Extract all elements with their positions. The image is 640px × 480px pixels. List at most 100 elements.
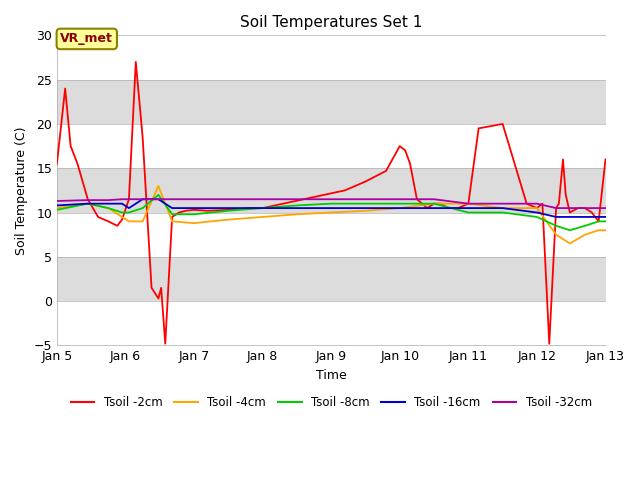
Tsoil -16cm xyxy=(155,196,163,202)
Tsoil -32cm xyxy=(499,201,506,206)
Tsoil -8cm xyxy=(430,201,438,206)
Tsoil -16cm xyxy=(53,203,61,208)
Tsoil -16cm xyxy=(139,196,147,202)
Tsoil -2cm xyxy=(539,201,547,206)
Tsoil -4cm xyxy=(595,228,602,233)
Tsoil -4cm xyxy=(362,208,369,214)
Tsoil -32cm xyxy=(190,196,198,202)
Tsoil -4cm xyxy=(190,220,198,226)
Tsoil -4cm xyxy=(259,214,266,220)
Tsoil -8cm xyxy=(125,210,132,216)
Tsoil -4cm xyxy=(499,205,506,211)
Tsoil -16cm xyxy=(104,201,112,206)
Tsoil -8cm xyxy=(84,201,92,206)
Tsoil -4cm xyxy=(533,205,541,211)
Tsoil -32cm xyxy=(53,198,61,204)
Tsoil -32cm xyxy=(84,197,92,203)
Tsoil -32cm xyxy=(155,196,163,202)
Line: Tsoil -2cm: Tsoil -2cm xyxy=(57,62,605,344)
Tsoil -32cm xyxy=(602,205,609,211)
Tsoil -8cm xyxy=(566,228,573,233)
Title: Soil Temperatures Set 1: Soil Temperatures Set 1 xyxy=(240,15,422,30)
Tsoil -8cm xyxy=(293,203,301,208)
Tsoil -32cm xyxy=(552,205,560,211)
Tsoil -32cm xyxy=(396,196,404,202)
Tsoil -8cm xyxy=(225,208,232,214)
Tsoil -4cm xyxy=(602,228,609,233)
Bar xyxy=(57,301,605,346)
Tsoil -16cm xyxy=(259,205,266,211)
Bar xyxy=(57,36,605,80)
Line: Tsoil -4cm: Tsoil -4cm xyxy=(57,186,605,243)
Tsoil -8cm xyxy=(595,218,602,224)
Tsoil -8cm xyxy=(362,201,369,206)
Bar xyxy=(57,80,605,124)
Text: VR_met: VR_met xyxy=(60,33,113,46)
Tsoil -8cm xyxy=(499,210,506,216)
Tsoil -32cm xyxy=(465,201,472,206)
Tsoil -32cm xyxy=(328,196,335,202)
Tsoil -16cm xyxy=(84,201,92,206)
Tsoil -4cm xyxy=(552,232,560,238)
Tsoil -32cm xyxy=(430,196,438,202)
Tsoil -2cm xyxy=(602,156,609,162)
Tsoil -4cm xyxy=(293,211,301,217)
Tsoil -8cm xyxy=(396,201,404,206)
Tsoil -8cm xyxy=(190,211,198,217)
Tsoil -16cm xyxy=(362,205,369,211)
Tsoil -4cm xyxy=(125,218,132,224)
Tsoil -8cm xyxy=(155,192,163,198)
Tsoil -16cm xyxy=(168,205,176,211)
Tsoil -4cm xyxy=(104,205,112,211)
Tsoil -8cm xyxy=(104,205,112,211)
Bar xyxy=(57,168,605,213)
Tsoil -16cm xyxy=(225,205,232,211)
Tsoil -4cm xyxy=(168,218,176,224)
Tsoil -2cm xyxy=(245,205,253,211)
Legend: Tsoil -2cm, Tsoil -4cm, Tsoil -8cm, Tsoil -16cm, Tsoil -32cm: Tsoil -2cm, Tsoil -4cm, Tsoil -8cm, Tsoi… xyxy=(66,392,596,414)
Tsoil -32cm xyxy=(362,196,369,202)
Tsoil -32cm xyxy=(595,205,602,211)
Tsoil -32cm xyxy=(566,205,573,211)
Tsoil -16cm xyxy=(430,205,438,211)
Tsoil -16cm xyxy=(396,205,404,211)
Tsoil -4cm xyxy=(430,201,438,206)
Tsoil -8cm xyxy=(602,218,609,224)
Tsoil -16cm xyxy=(595,214,602,220)
Tsoil -2cm xyxy=(413,196,420,202)
Tsoil -32cm xyxy=(118,196,126,202)
Tsoil -32cm xyxy=(104,197,112,203)
Tsoil -8cm xyxy=(552,223,560,228)
Tsoil -16cm xyxy=(566,214,573,220)
Tsoil -2cm xyxy=(454,205,462,211)
Tsoil -16cm xyxy=(465,205,472,211)
Tsoil -32cm xyxy=(581,205,589,211)
Tsoil -2cm xyxy=(161,341,169,347)
Tsoil -4cm xyxy=(139,218,147,224)
Tsoil -8cm xyxy=(581,223,589,228)
Tsoil -4cm xyxy=(396,205,404,211)
Y-axis label: Soil Temperature (C): Soil Temperature (C) xyxy=(15,126,28,254)
Tsoil -32cm xyxy=(225,196,232,202)
Tsoil -32cm xyxy=(259,196,266,202)
Tsoil -16cm xyxy=(581,214,589,220)
Tsoil -16cm xyxy=(552,214,560,220)
Tsoil -16cm xyxy=(118,201,126,206)
Tsoil -8cm xyxy=(168,211,176,217)
Tsoil -32cm xyxy=(125,196,132,202)
Tsoil -4cm xyxy=(581,232,589,238)
Tsoil -8cm xyxy=(259,205,266,211)
Tsoil -4cm xyxy=(118,214,126,220)
Tsoil -2cm xyxy=(437,201,445,206)
Tsoil -16cm xyxy=(125,205,132,211)
Line: Tsoil -8cm: Tsoil -8cm xyxy=(57,195,605,230)
Tsoil -8cm xyxy=(139,205,147,211)
Tsoil -32cm xyxy=(168,196,176,202)
Tsoil -32cm xyxy=(293,196,301,202)
Tsoil -8cm xyxy=(465,210,472,216)
Tsoil -16cm xyxy=(533,210,541,216)
Bar xyxy=(57,124,605,168)
Bar xyxy=(57,213,605,257)
Tsoil -4cm xyxy=(328,210,335,216)
Tsoil -4cm xyxy=(155,183,163,189)
